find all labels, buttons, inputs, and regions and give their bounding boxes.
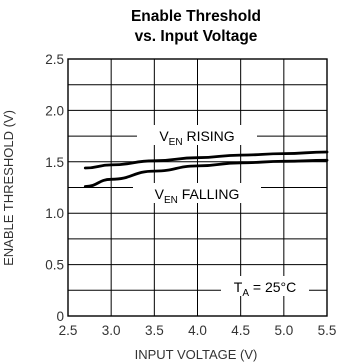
chart-title-line1: Enable Threshold	[131, 8, 261, 25]
x-tick-label: 3.5	[145, 323, 164, 338]
y-tick-label: 2.5	[45, 52, 64, 67]
series-line-falling	[83, 158, 329, 188]
chart-title-line2: vs. Input Voltage	[135, 28, 258, 45]
x-tick-label: 4.5	[231, 323, 250, 338]
y-tick-label: 1.5	[45, 155, 64, 170]
y-axis-label: ENABLE THRESHOLD (V)	[1, 110, 16, 266]
y-tick-label: 2.0	[45, 103, 64, 118]
series-label-falling-bg	[133, 183, 261, 203]
series-line-rising	[83, 150, 329, 170]
y-tick-label: 0	[56, 309, 64, 324]
x-tick-label: 3.0	[102, 323, 121, 338]
y-tick-label: 0.5	[45, 258, 64, 273]
condition-label-bg	[221, 276, 309, 296]
y-tick-labels: 0 0.5 1.0 1.5 2.0 2.5	[45, 52, 64, 324]
x-tick-label: 4.0	[188, 323, 207, 338]
x-axis-label: INPUT VOLTAGE (V)	[135, 347, 258, 362]
series-label-falling: VEN FALLING	[155, 186, 240, 206]
x-tick-label: 2.5	[59, 323, 78, 338]
series-annotations: VEN RISING VEN FALLING TA = 25°C	[133, 125, 309, 299]
plot-frame	[67, 58, 328, 317]
series-lines	[83, 150, 329, 188]
series-label-rising-bg	[137, 125, 257, 145]
y-tick-label: 1.0	[45, 206, 64, 221]
x-tick-label: 5.0	[274, 323, 293, 338]
x-tick-labels: 2.5 3.0 3.5 4.0 4.5 5.0 5.5	[59, 323, 337, 338]
series-label-rising: VEN RISING	[159, 128, 234, 148]
x-tick-label: 5.5	[318, 323, 337, 338]
condition-label: TA = 25°C	[234, 279, 296, 299]
